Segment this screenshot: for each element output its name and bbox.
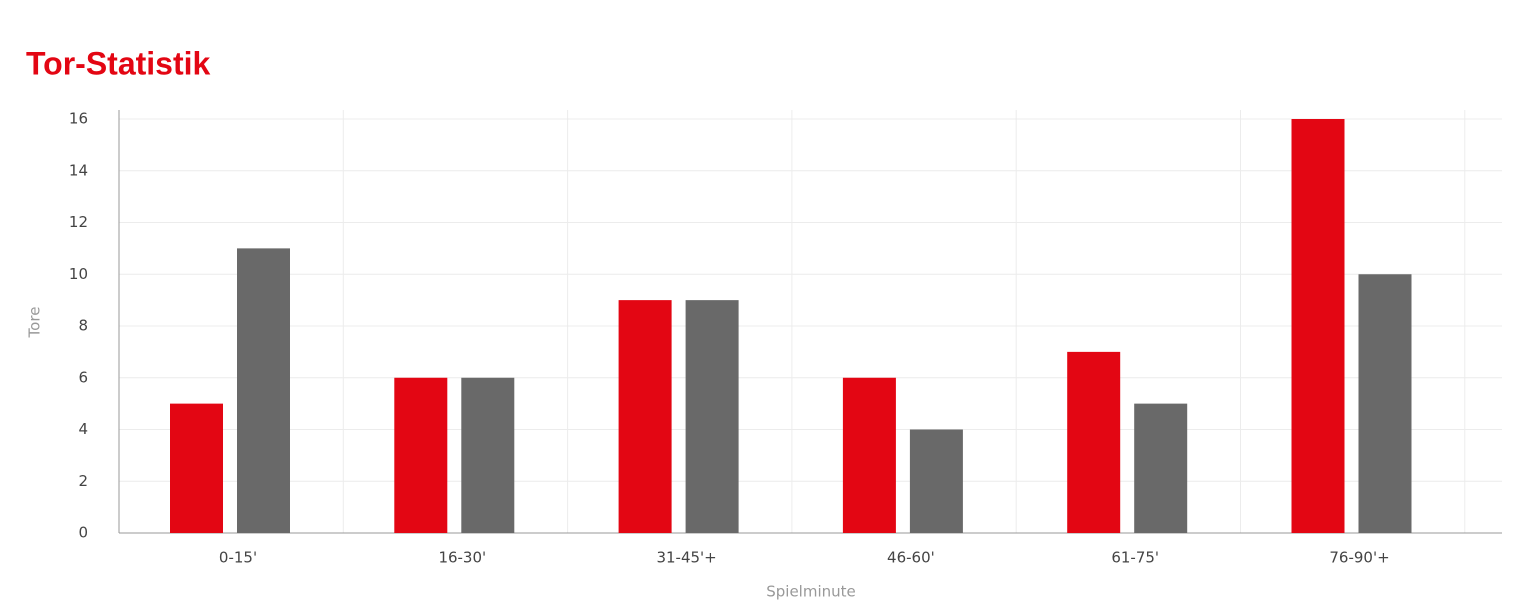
y-tick-label: 14 [69,161,88,179]
x-tick-label: 76-90'+ [1329,549,1389,567]
bar [909,429,963,533]
x-tick-label: 31-45'+ [656,549,716,567]
y-tick-label: 2 [78,472,88,490]
x-axis-title: Spielminute [766,583,856,601]
y-axis-title: Tore [26,307,44,339]
chart-title: Tor-Statistik [26,45,211,81]
bar [394,377,448,533]
bar [237,248,290,533]
y-tick-label: 6 [78,368,88,386]
bar [1291,119,1345,533]
x-tick-label: 16-30' [438,549,486,567]
y-tick-label: 0 [78,524,88,542]
bar [1067,351,1121,533]
y-tick-label: 10 [69,265,88,283]
bar [170,403,223,533]
x-tick-label: 0-15' [219,549,257,567]
bar [1134,403,1188,533]
bar [1358,274,1412,533]
x-tick-label: 46-60' [887,549,935,567]
bar [842,377,896,533]
bar [685,300,739,533]
y-tick-label: 8 [78,317,88,335]
y-tick-label: 4 [78,420,88,438]
y-tick-label: 12 [69,213,88,231]
y-tick-label: 16 [69,110,88,128]
x-tick-label: 61-75' [1111,549,1159,567]
bar [618,300,672,533]
bar [461,377,515,533]
